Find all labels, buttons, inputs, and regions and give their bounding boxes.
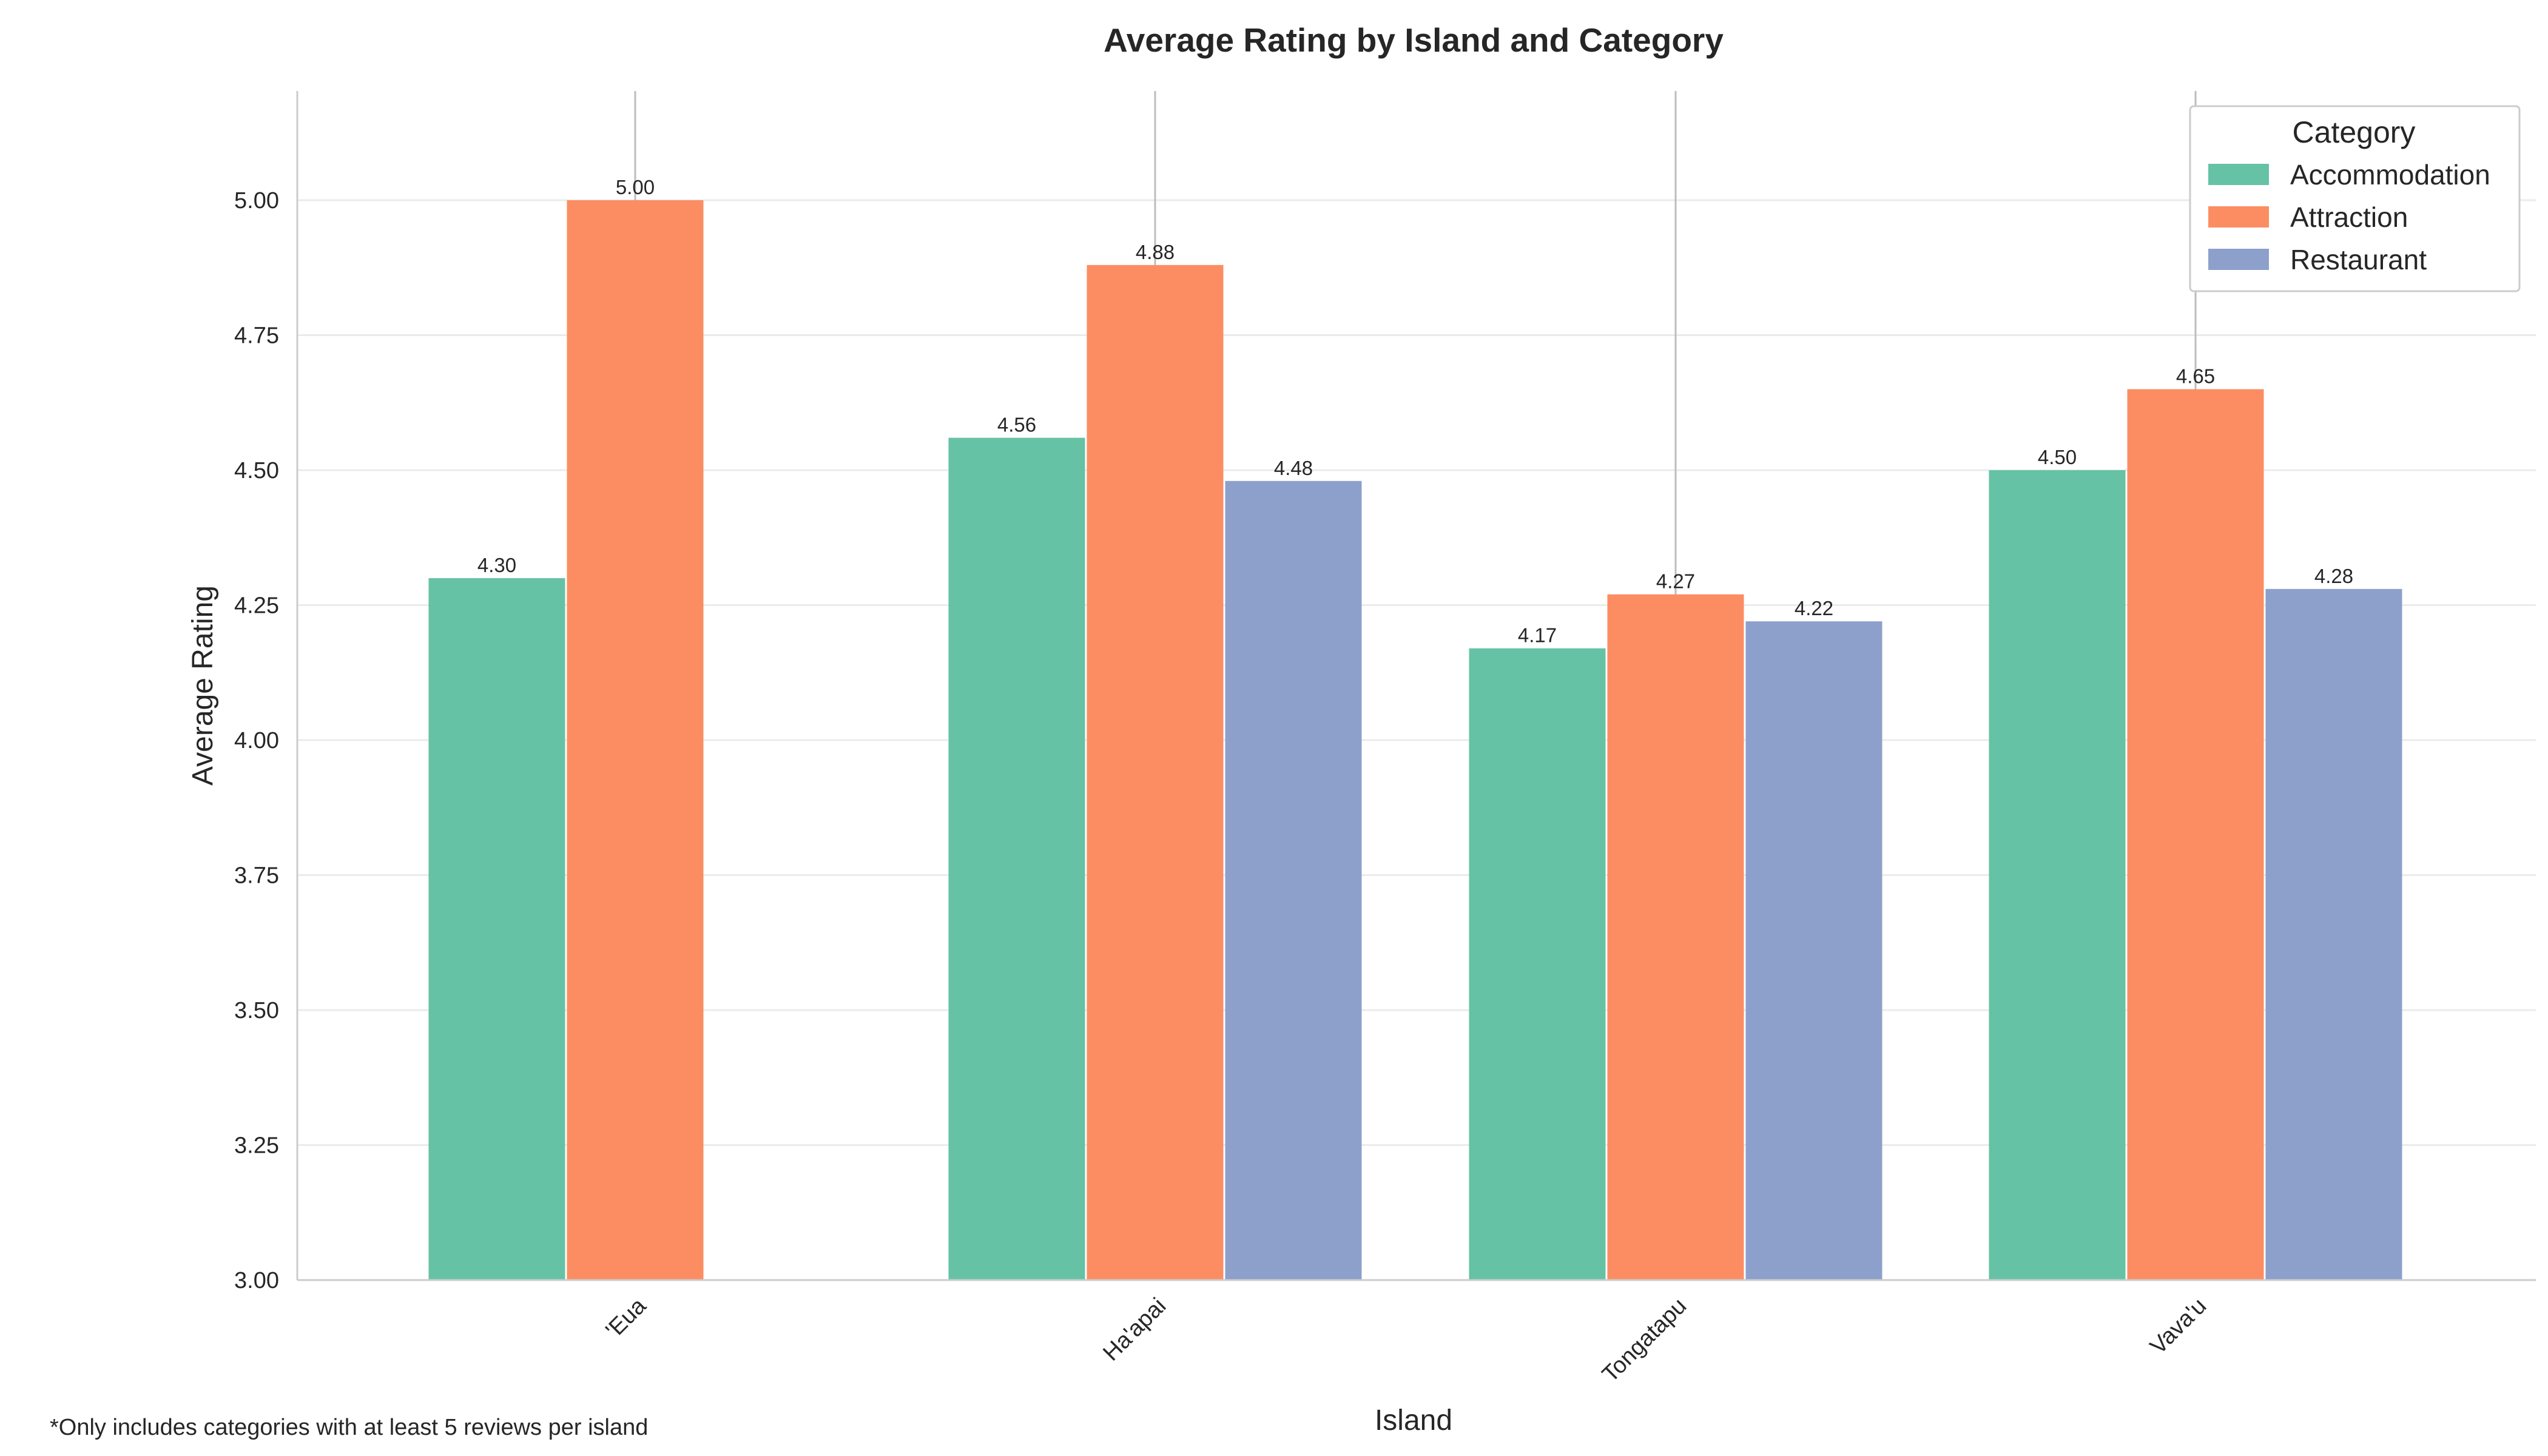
bar — [1745, 621, 1882, 1280]
y-tick-label: 4.75 — [234, 323, 279, 349]
bar-value-label: 4.65 — [2176, 365, 2215, 388]
bar-value-label: 4.17 — [1518, 624, 1557, 647]
bar-value-label: 5.00 — [616, 176, 655, 198]
y-tick-labels: 3.00 3.25 3.50 3.75 4.00 4.25 4.50 4.75 5.00 — [234, 188, 279, 1293]
bar — [1469, 648, 1606, 1280]
bar — [1989, 470, 2126, 1280]
bar-value-label: 4.56 — [997, 414, 1036, 436]
bar — [2127, 389, 2264, 1280]
bar-value-label: 4.48 — [1274, 457, 1313, 479]
bar — [1087, 265, 1224, 1280]
x-axis-label: Island — [1375, 1404, 1452, 1437]
bar-labels: 4.30 5.00 4.56 4.88 4.48 4.17 4.27 4.22 4.50 4.65… — [477, 176, 2353, 647]
y-tick-label: 4.25 — [234, 593, 279, 619]
legend-swatch — [2208, 164, 2269, 185]
y-tick-label: 3.75 — [234, 863, 279, 889]
chart-title: Average Rating by Island and Category — [1104, 21, 1724, 59]
legend-entry: Restaurant — [2290, 244, 2427, 275]
legend-title: Category — [2293, 115, 2416, 149]
y-tick-label: 4.00 — [234, 728, 279, 753]
y-tick-label: 5.00 — [234, 188, 279, 214]
bars — [428, 200, 2402, 1281]
bar — [1607, 594, 1744, 1281]
legend: Category Accommodation Attraction Restaura… — [2189, 105, 2521, 292]
y-axis-label: Average Rating — [187, 585, 219, 786]
legend-items: Accommodation Attraction Restaurant — [2208, 159, 2490, 275]
bar-value-label: 4.88 — [1136, 241, 1175, 263]
bar-value-label: 4.27 — [1656, 570, 1695, 593]
legend-swatch — [2208, 206, 2269, 228]
legend-frame — [2189, 105, 2521, 292]
footnote: *Only includes categories with at least … — [50, 1415, 648, 1440]
bar-value-label: 4.50 — [2038, 446, 2077, 468]
legend-entry: Attraction — [2290, 201, 2408, 233]
legend-swatch — [2208, 249, 2269, 270]
bar — [567, 200, 704, 1280]
bar-value-label: 4.30 — [477, 554, 516, 576]
bar — [2265, 588, 2402, 1280]
y-tick-label: 4.50 — [234, 458, 279, 484]
legend-entry: Accommodation — [2290, 159, 2490, 190]
y-tick-label: 3.25 — [234, 1133, 279, 1159]
y-tick-label: 3.50 — [234, 998, 279, 1023]
bar-value-label: 4.22 — [1795, 597, 1833, 619]
bar — [1225, 480, 1362, 1280]
bar-value-label: 4.28 — [2314, 565, 2353, 587]
y-tick-label: 3.00 — [234, 1268, 279, 1293]
bar — [428, 578, 565, 1280]
bar — [948, 437, 1085, 1280]
